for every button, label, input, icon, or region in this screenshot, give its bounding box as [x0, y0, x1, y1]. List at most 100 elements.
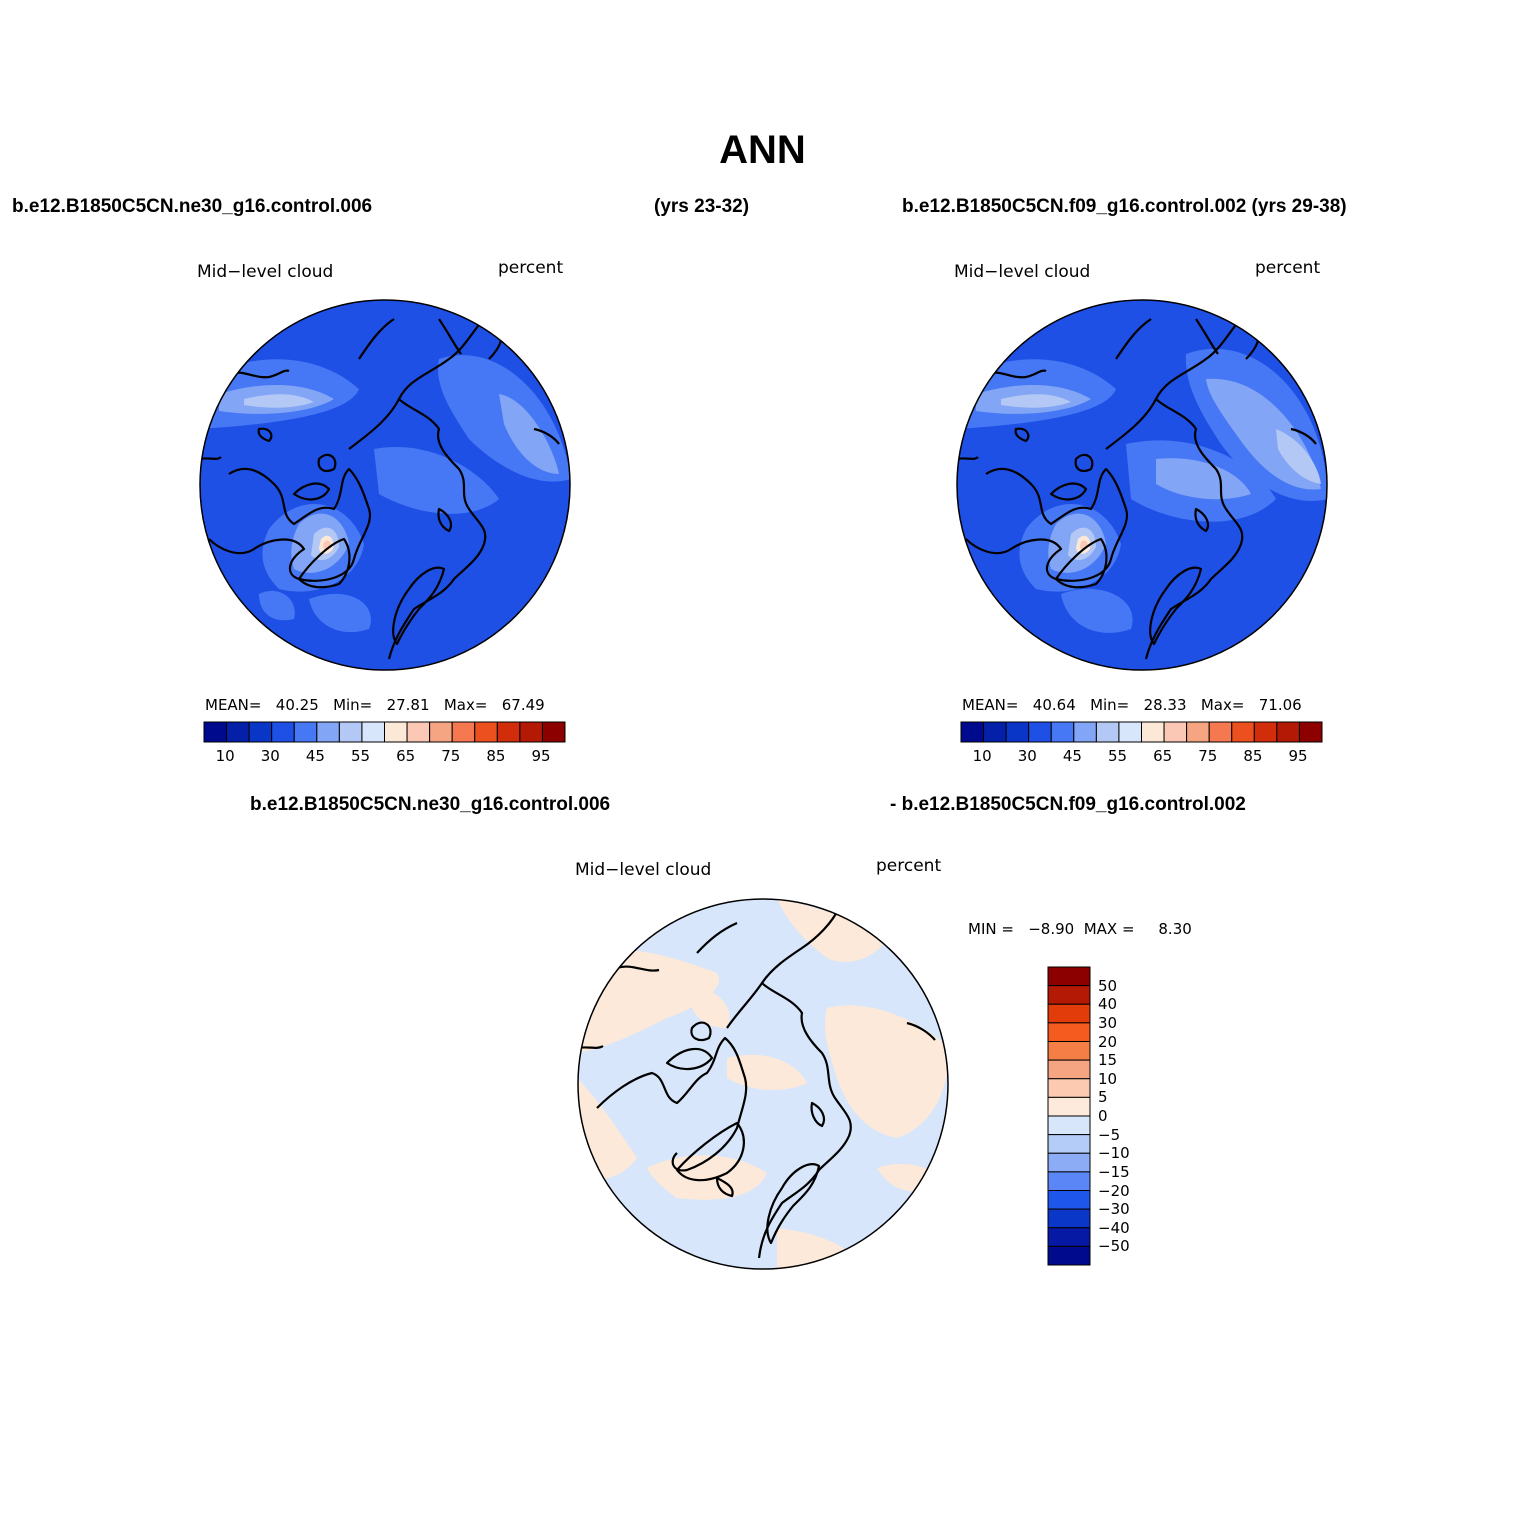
panel-2-stats: MEAN= 40.64 Min= 28.33 Max= 71.06	[962, 696, 1302, 714]
colorbar-swatch	[1276, 721, 1300, 743]
colorbar-tick-label: 20	[1098, 1032, 1118, 1051]
colorbar-tick-label: 40	[1098, 995, 1118, 1014]
cloud-field-band	[1001, 394, 1071, 408]
cloud-field-band	[1156, 458, 1251, 500]
colorbar-swatch	[1050, 721, 1075, 743]
diff-variable-label: Mid−level cloud	[575, 860, 712, 880]
colorbar-tick-label: −5	[1098, 1125, 1121, 1144]
diff-field-positive	[825, 1005, 948, 1138]
colorbar-swatch	[983, 721, 1007, 743]
diff-case-a: b.e12.B1850C5CN.ne30_g16.control.006	[250, 794, 611, 815]
colorbar-swatch	[1141, 721, 1165, 743]
colorbar-tick-label: 45	[1062, 747, 1082, 765]
colorbar-swatch	[293, 721, 318, 743]
colorbar-tick-label: 55	[350, 747, 371, 765]
colorbar-tick-label: 10	[215, 747, 235, 765]
colorbar-tick-label: 75	[441, 747, 461, 765]
panel-1-min-label: Min=	[333, 696, 373, 714]
panel-2-max-value: 71.06	[1258, 696, 1302, 714]
colorbar-swatch	[1186, 721, 1210, 743]
colorbar-swatch	[1208, 721, 1233, 743]
colorbar-swatch	[1047, 1022, 1091, 1042]
panel-1-years: (yrs 23-32)	[654, 196, 750, 217]
colorbar-swatch	[338, 721, 363, 743]
colorbar-swatch	[203, 721, 228, 743]
colorbar-tick-label: 10	[1098, 1069, 1118, 1088]
colorbar-tick-label: 15	[1098, 1051, 1118, 1070]
panel-2-polar-map	[956, 299, 1328, 671]
colorbar-swatch	[384, 721, 408, 743]
colorbar-tick-label: 30	[1017, 747, 1037, 765]
colorbar-tick-label: −20	[1098, 1181, 1130, 1200]
diff-field-positive	[687, 983, 730, 1028]
panel-2-max-label: Max=	[1200, 696, 1245, 714]
panel-2-mean-label: MEAN=	[962, 696, 1019, 714]
colorbar-tick-label: −15	[1098, 1162, 1130, 1181]
colorbar-tick-label: −30	[1098, 1200, 1130, 1219]
colorbar-swatch	[1028, 721, 1052, 743]
diff-colorbar	[1047, 966, 1091, 1266]
coastlines	[200, 318, 560, 660]
coastlines	[957, 318, 1317, 660]
colorbar-swatch	[1047, 1171, 1091, 1191]
colorbar-tick-label: −40	[1098, 1218, 1130, 1237]
cloud-field-band	[244, 394, 314, 408]
cloud-field-band	[1276, 429, 1321, 484]
colorbar-tick-label: 65	[396, 747, 416, 765]
colorbar-tick-label: 85	[486, 747, 506, 765]
colorbar-swatch	[1005, 721, 1030, 743]
colorbar-swatch	[519, 721, 543, 743]
colorbar-swatch	[271, 721, 295, 743]
colorbar-swatch	[1047, 1059, 1091, 1080]
colorbar-swatch	[1047, 1003, 1091, 1024]
panel-1-units-label: percent	[498, 258, 564, 278]
colorbar-swatch	[1047, 1152, 1091, 1173]
panel-2-mean-value: 40.64	[1032, 696, 1076, 714]
diff-polar-map	[577, 898, 949, 1270]
panel-1-max-label: Max=	[443, 696, 488, 714]
panel-2-min-label: Min=	[1090, 696, 1130, 714]
colorbar-swatch	[1047, 966, 1091, 987]
coastlines	[578, 907, 936, 1259]
colorbar-swatch	[1047, 1078, 1091, 1098]
colorbar-swatch	[316, 721, 340, 743]
page-title: ANN	[719, 128, 806, 172]
colorbar-tick-label: 10	[972, 747, 992, 765]
panel-1-case-name: b.e12.B1850C5CN.ne30_g16.control.006	[12, 196, 373, 217]
diff-colorbar-labels: 50 40 30 20 15 10 5 0 −5 −10 −15 −20 −30 −40 −50	[1098, 967, 1158, 1265]
panel-2-units-label: percent	[1255, 258, 1321, 278]
colorbar-swatch	[1073, 721, 1097, 743]
panel-1-mean-label: MEAN=	[205, 696, 262, 714]
colorbar-swatch	[1163, 721, 1188, 743]
colorbar-swatch	[1047, 1208, 1091, 1229]
panel-1-mean-value: 40.25	[275, 696, 319, 714]
colorbar-swatch	[541, 721, 566, 743]
cloud-field-band	[259, 590, 295, 621]
diff-field-positive	[777, 899, 887, 962]
colorbar-tick-label: 50	[1098, 976, 1118, 995]
panel-1-polar-map	[199, 299, 571, 671]
colorbar-tick-label: 75	[1198, 747, 1218, 765]
cloud-field-band	[309, 593, 371, 633]
panel-1-colorbar	[203, 721, 566, 743]
cloud-field-band	[1061, 588, 1133, 633]
panel-2-case-name: b.e12.B1850C5CN.f09_g16.control.002 (yrs…	[902, 196, 1347, 217]
colorbar-tick-label: 65	[1153, 747, 1173, 765]
colorbar-swatch	[1047, 1227, 1091, 1247]
diff-field-positive	[647, 1155, 767, 1200]
diff-field-positive	[727, 1054, 807, 1090]
colorbar-tick-label: 95	[531, 747, 551, 765]
panel-2-min-value: 28.33	[1143, 696, 1187, 714]
panel-1-colorbar-ticks: 10 30 45 55 65 75 85 95	[204, 747, 565, 767]
colorbar-swatch	[1047, 1041, 1091, 1061]
colorbar-swatch	[496, 721, 521, 743]
colorbar-swatch	[1095, 721, 1120, 743]
colorbar-tick-label: 0	[1098, 1107, 1108, 1125]
diff-units-label: percent	[876, 856, 942, 876]
colorbar-swatch	[429, 721, 453, 743]
colorbar-swatch	[1298, 721, 1323, 743]
colorbar-swatch	[474, 721, 498, 743]
colorbar-tick-label: 30	[260, 747, 280, 765]
panel-2-colorbar-ticks: 10 30 45 55 65 75 85 95	[961, 747, 1322, 767]
colorbar-swatch	[248, 721, 273, 743]
